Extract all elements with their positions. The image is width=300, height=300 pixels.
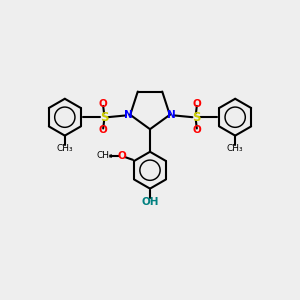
Text: O: O [193,99,201,109]
Text: CH₃: CH₃ [97,151,113,160]
Text: N: N [167,110,176,120]
Text: S: S [192,111,200,124]
Text: OH: OH [141,197,159,207]
Text: N: N [124,110,133,120]
Text: O: O [99,99,107,109]
Text: O: O [99,125,107,135]
Text: O: O [117,151,126,160]
Text: CH₃: CH₃ [227,144,244,153]
Text: S: S [100,111,108,124]
Text: CH₃: CH₃ [56,144,73,153]
Text: O: O [193,125,201,135]
